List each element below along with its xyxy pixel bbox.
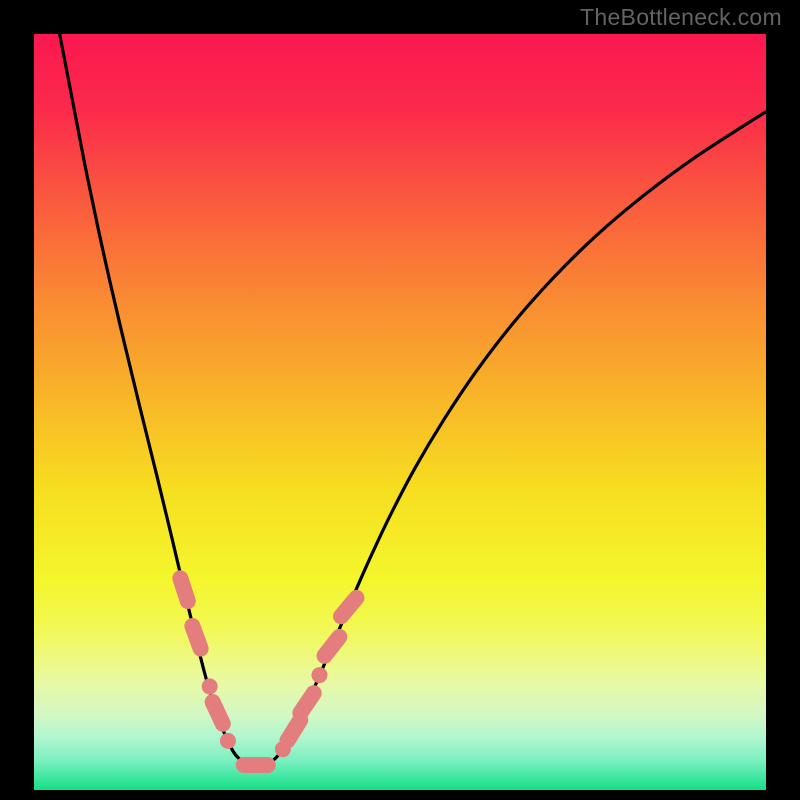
watermark-text: TheBottleneck.com [580,4,782,31]
data-marker-pill [202,691,233,734]
data-marker-pill [182,616,211,659]
data-marker-pill [330,587,368,628]
curve-layer [34,34,766,790]
data-marker-pill [236,757,276,773]
chart-frame: TheBottleneck.com [0,0,800,800]
data-marker-dot [311,667,327,683]
data-marker-pill [170,568,198,611]
data-marker-pill [313,626,350,667]
data-marker-dot [202,678,218,694]
bottleneck-curve [60,34,766,766]
data-marker-dot [220,733,236,749]
plot-area [34,34,766,790]
